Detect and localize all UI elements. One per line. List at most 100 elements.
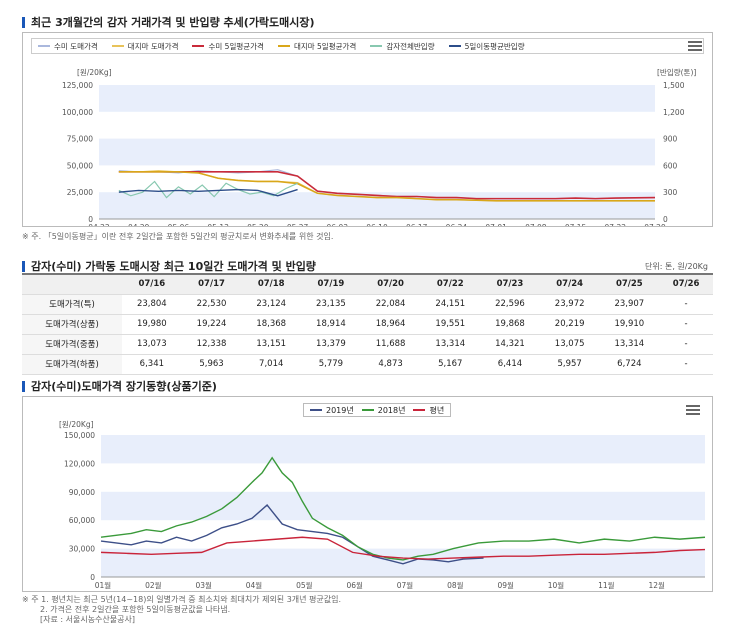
chart1-menu-icon[interactable] <box>688 41 702 51</box>
row-label: 도매가격(하품) <box>22 354 122 375</box>
chart1-legend-item[interactable]: 5일이동평균반입량 <box>448 41 525 52</box>
chart2-x-tick: 03월 <box>195 580 212 590</box>
chart2-grid-band <box>101 491 705 521</box>
chart2-menu-icon[interactable] <box>686 405 700 415</box>
chart2-y-tick: 60,000 <box>69 516 95 525</box>
chart1-legend-item[interactable]: 대지마 5일평균가격 <box>277 41 356 52</box>
table-cell: 19,980 <box>122 314 182 335</box>
table-cell: 4,873 <box>360 354 421 375</box>
section2-title: 감자(수미) 가락동 도매시장 최근 10일간 도매가격 및 반입량 <box>22 258 316 274</box>
table-header-cell: 07/26 <box>659 273 713 295</box>
chart2-legend-item[interactable]: 2019년 <box>310 405 354 416</box>
chart1-legend: 수미 도매가격 대지마 도매가격 수미 5일평균가격 대지마 5일평균가격 감자전체반입… <box>31 38 704 54</box>
table-cell: 19,910 <box>599 314 660 335</box>
chart1-y2-tick: 900 <box>663 135 678 144</box>
chart2-x-tick: 08월 <box>447 580 464 590</box>
legend-swatch <box>192 45 205 47</box>
table-cell: 13,314 <box>599 334 660 355</box>
table-cell: 23,804 <box>122 294 182 315</box>
chart2-legend: 2019년 2018년 평년 <box>303 403 452 417</box>
section3-note3: [자료 : 서울시농수산물공사] <box>40 615 135 624</box>
chart1-y-tick: 50,000 <box>67 161 93 170</box>
section2-unit: 단위: 톤, 원/20Kg <box>645 262 708 271</box>
table-header-cell: 07/25 <box>599 273 660 295</box>
price-table: 07/16 07/17 07/18 07/19 07/20 07/22 07/23 07/24… <box>22 273 713 375</box>
chart1-x-tick: 05.13 <box>207 223 229 226</box>
legend-swatch <box>111 45 124 47</box>
legend-label: 수미 도매가격 <box>54 41 98 51</box>
table-cell: 6,341 <box>122 354 182 375</box>
chart1-ylabel: [원/20Kg] <box>77 68 112 77</box>
chart1-y-tick: 100,000 <box>62 108 93 117</box>
table-cell: 24,151 <box>420 294 481 315</box>
section3-title: 감자(수미)도매가격 장기동향(상품기준) <box>22 378 217 394</box>
chart2-x-tick: 02월 <box>145 580 162 590</box>
chart1-legend-item[interactable]: 대지마 도매가격 <box>111 41 179 52</box>
chart1-x-tick: 07.15 <box>565 223 587 226</box>
price-table-header: 07/16 07/17 07/18 07/19 07/20 07/22 07/23 07/24… <box>22 273 713 295</box>
table-header-cell: 07/22 <box>420 273 481 295</box>
chart2-y-tick: 90,000 <box>69 488 95 497</box>
chart1-y-tick: 125,000 <box>62 81 93 90</box>
table-header-cell: 07/23 <box>480 273 540 295</box>
table-cell: 12,338 <box>181 334 242 355</box>
chart1-box: 수미 도매가격 대지마 도매가격 수미 5일평균가격 대지마 5일평균가격 감자전체반입… <box>22 32 713 227</box>
chart1-x-tick: 05.20 <box>247 223 269 226</box>
table-cell: 13,075 <box>539 334 600 355</box>
table-cell: 23,972 <box>539 294 600 315</box>
section3-note2: 2. 가격은 전후 2일간을 포함한 5일이동평균값을 나타냄. <box>40 605 231 614</box>
table-cell: 22,530 <box>181 294 242 315</box>
chart1-x-tick: 07.08 <box>525 223 547 226</box>
row-label: 도매가격(중품) <box>22 334 122 355</box>
chart1-x-tick: 06.03 <box>327 223 349 226</box>
legend-label: 5일이동평균반입량 <box>464 41 525 51</box>
chart2-x-tick: 06월 <box>346 580 363 590</box>
table-cell: 18,368 <box>241 314 302 335</box>
legend-swatch <box>277 45 290 47</box>
chart2-x-tick: 10월 <box>548 580 565 590</box>
chart1-y2-tick: 1,500 <box>663 81 685 90</box>
table-cell: 18,964 <box>360 314 421 335</box>
legend-label: 대지마 도매가격 <box>127 41 179 51</box>
chart1-series-line <box>118 171 656 200</box>
chart2-grid-band <box>101 435 705 464</box>
table-cell: 22,596 <box>480 294 540 315</box>
chart1-y-tick: 25,000 <box>67 188 93 197</box>
table-cell: 22,084 <box>360 294 421 315</box>
chart1-svg: 0 25,000 50,000 75,000 100,000 125,000 0 300 600… <box>62 68 696 226</box>
chart1-legend-item[interactable]: 수미 5일평균가격 <box>192 41 264 52</box>
chart1-legend-item[interactable]: 수미 도매가격 <box>38 41 98 52</box>
table-cell: 23,907 <box>599 294 660 315</box>
chart1-x-tick: 04.29 <box>128 223 150 226</box>
table-header-cell: 07/19 <box>301 273 361 295</box>
table-cell: 11,688 <box>360 334 421 355</box>
chart1-grid-band <box>99 138 655 166</box>
table-cell: - <box>659 354 713 375</box>
legend-swatch <box>370 45 383 47</box>
chart2-legend-item[interactable]: 2018년 <box>361 405 405 416</box>
chart2-series-line <box>100 504 484 565</box>
section1-title: 최근 3개월간의 감자 거래가격 및 반입량 추세(가락도매시장) <box>22 14 315 30</box>
legend-label: 2019년 <box>326 405 354 415</box>
chart1-legend-item[interactable]: 감자전체반입량 <box>370 41 435 52</box>
chart1-series-line <box>118 188 298 197</box>
title-marker <box>22 260 25 272</box>
table-cell: 23,124 <box>241 294 302 315</box>
chart1-ylabel-right: [반입량(톤)] <box>657 68 696 77</box>
legend-swatch <box>38 45 50 47</box>
chart2-x-tick: 04월 <box>246 580 263 590</box>
table-header-cell: 07/16 <box>122 273 182 295</box>
chart2-legend-item[interactable]: 평년 <box>413 405 444 416</box>
chart2-ylabel: [원/20Kg] <box>59 420 94 429</box>
legend-label: 평년 <box>429 405 445 415</box>
chart2-grid-band <box>101 548 705 577</box>
chart1-x-tick: 06.24 <box>446 223 468 226</box>
chart1-y2-tick: 1,200 <box>663 108 685 117</box>
chart1-x-tick: 07.22 <box>605 223 627 226</box>
legend-swatch <box>310 409 322 411</box>
table-row: 도매가격(특) 23,804 22,530 23,124 23,135 22,084 24,… <box>22 294 713 315</box>
chart1-grid-band <box>99 85 655 112</box>
table-cell: 5,963 <box>181 354 242 375</box>
table-cell: 13,151 <box>241 334 302 355</box>
chart2-series-line <box>100 456 706 561</box>
